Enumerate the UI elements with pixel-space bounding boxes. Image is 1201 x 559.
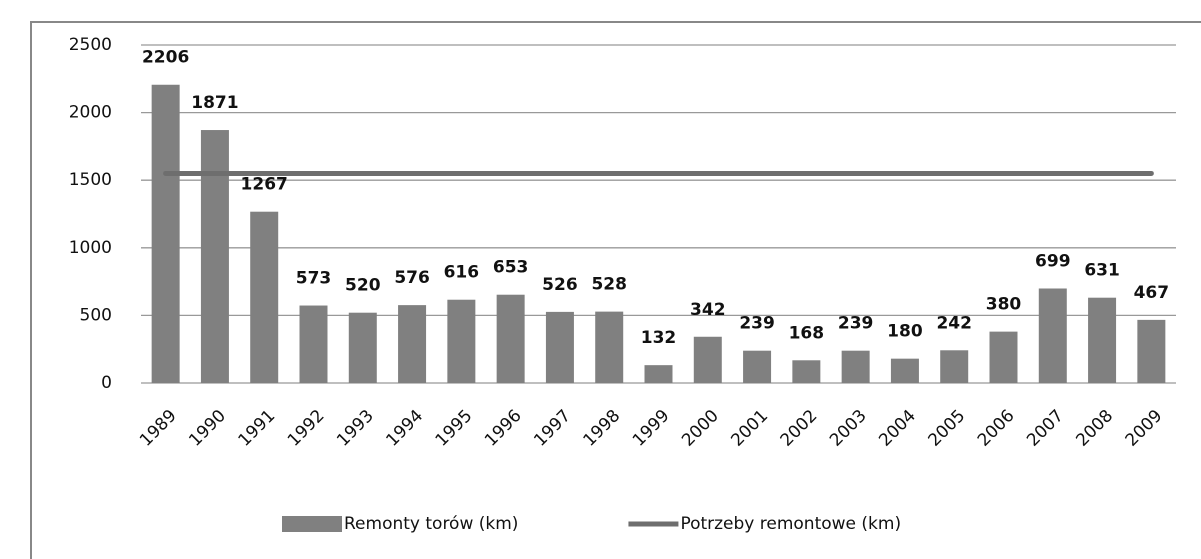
data-label: 2206 — [142, 48, 189, 68]
bar — [1088, 297, 1117, 383]
bar — [644, 365, 673, 383]
data-label: 616 — [444, 263, 480, 283]
bar — [151, 84, 180, 383]
data-label: 239 — [838, 314, 874, 334]
bar — [545, 311, 574, 383]
data-label: 528 — [591, 275, 627, 295]
y-tick-label: 1500 — [69, 170, 112, 190]
bar — [398, 305, 427, 383]
bar — [200, 130, 229, 383]
y-tick-label: 500 — [80, 305, 112, 325]
data-label: 342 — [690, 300, 726, 320]
data-label: 631 — [1084, 261, 1120, 281]
data-label: 699 — [1035, 251, 1071, 271]
data-label: 467 — [1134, 283, 1170, 303]
data-label: 576 — [394, 268, 430, 288]
bar — [299, 305, 328, 383]
data-label: 180 — [887, 322, 923, 342]
bar — [940, 350, 969, 383]
data-label: 653 — [493, 258, 529, 278]
bar — [348, 312, 377, 383]
legend-label: Potrzeby remontowe (km) — [680, 514, 901, 534]
bar — [693, 336, 722, 383]
data-label: 168 — [789, 323, 825, 343]
legend-label: Remonty torów (km) — [344, 514, 518, 534]
bar — [447, 299, 476, 383]
bar — [1038, 288, 1067, 383]
bar — [250, 211, 279, 383]
bar — [1137, 319, 1166, 383]
data-label: 520 — [345, 276, 381, 296]
y-tick-label: 2500 — [69, 35, 112, 55]
data-label: 1871 — [191, 93, 238, 113]
bar — [841, 350, 870, 383]
data-label: 526 — [542, 275, 578, 295]
bar — [989, 331, 1018, 383]
data-label: 239 — [739, 314, 775, 334]
bar — [743, 350, 772, 383]
data-label: 1267 — [241, 175, 288, 195]
bar — [595, 311, 624, 383]
data-label: 242 — [936, 313, 972, 333]
y-tick-label: 1000 — [69, 238, 112, 258]
data-label: 132 — [641, 328, 677, 348]
legend: Remonty torów (km) Potrzeby remontowe (km… — [282, 514, 901, 534]
legend-swatch — [282, 516, 342, 532]
bar — [890, 358, 919, 383]
bar — [496, 294, 525, 383]
y-tick-label: 2000 — [69, 103, 112, 123]
bar — [792, 360, 821, 383]
data-label: 573 — [296, 269, 332, 289]
y-tick-label: 0 — [101, 373, 112, 393]
data-label: 380 — [986, 295, 1022, 315]
